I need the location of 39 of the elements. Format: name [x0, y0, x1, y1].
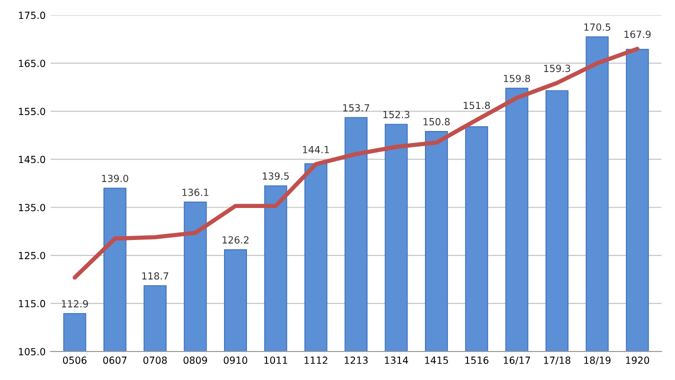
data-label: 139.0 — [102, 174, 128, 182]
x-tick-label: 1011 — [264, 356, 288, 364]
data-label: 150.8 — [424, 118, 450, 126]
data-label: 151.8 — [464, 102, 490, 110]
x-tick-label: 0607 — [103, 356, 126, 364]
data-label: 144.1 — [303, 146, 329, 154]
data-label: 153.7 — [343, 104, 370, 112]
x-tick-label: 16/17 — [504, 356, 530, 365]
x-tick-label: 1516 — [465, 356, 488, 364]
x-tick-label: 0809 — [184, 356, 207, 364]
x-tick-label: 1314 — [384, 356, 408, 364]
x-tick-label: 1920 — [626, 356, 650, 364]
y-tick-label: 135.0 — [19, 204, 46, 212]
data-label: 167.9 — [624, 30, 651, 38]
x-tick-label: 0708 — [143, 356, 167, 364]
y-tick-label: 175.0 — [19, 12, 46, 20]
y-tick-label: 125.0 — [19, 252, 46, 260]
data-label: 118.7 — [142, 272, 168, 280]
line-series — [72, 46, 640, 280]
x-tick-label: 1213 — [344, 356, 368, 364]
x-tick-label: 1415 — [425, 356, 448, 364]
x-tick-label: 17/18 — [544, 356, 570, 365]
y-tick-label: 155.0 — [19, 108, 46, 116]
y-tick-label: 105.0 — [19, 348, 46, 356]
data-label: 170.5 — [584, 23, 610, 31]
data-label: 112.9 — [62, 300, 88, 308]
x-tick-label: 1112 — [304, 356, 328, 364]
data-label: 152.3 — [383, 110, 410, 118]
data-label: 159.3 — [544, 64, 570, 72]
data-label: 159.8 — [504, 74, 530, 82]
data-label: 136.1 — [182, 188, 208, 196]
x-tick-label: 0910 — [224, 356, 248, 364]
x-tick-label: 18/19 — [584, 356, 611, 365]
data-label: 139.5 — [262, 172, 289, 180]
data-label: 126.2 — [222, 236, 248, 244]
x-tick-label: 0506 — [63, 356, 86, 364]
y-tick-label: 165.0 — [19, 60, 46, 68]
y-tick-label: 145.0 — [19, 156, 46, 164]
y-tick-label: 115.0 — [19, 300, 46, 308]
